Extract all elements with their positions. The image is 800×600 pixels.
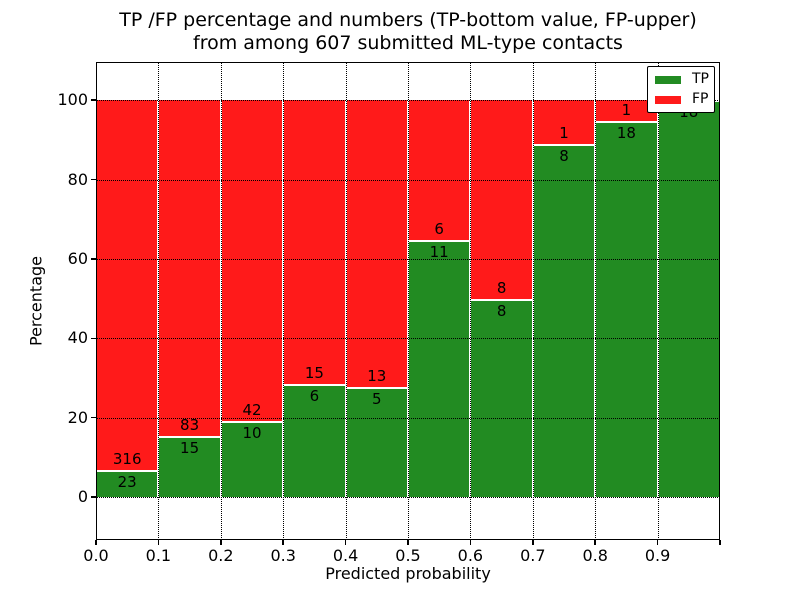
legend-entry-fp: FP xyxy=(648,92,714,107)
y-tick-label: 80 xyxy=(67,169,88,189)
legend-swatch-fp xyxy=(655,95,681,104)
fp-count-label: 1 xyxy=(559,124,569,143)
tp-count-label: 23 xyxy=(117,473,137,492)
x-axis-tick xyxy=(157,540,160,545)
fp-bar-segment xyxy=(408,100,471,241)
x-tick-label: 0.1 xyxy=(145,546,172,565)
x-tick-label: 0.8 xyxy=(582,546,608,565)
fp-count-label: 1 xyxy=(621,101,632,120)
tp-count-label: 8 xyxy=(496,301,507,320)
grid-line-vertical xyxy=(532,62,534,540)
chart-title: TP /FP percentage and numbers (TP-bottom… xyxy=(96,9,720,55)
x-axis-tick xyxy=(719,540,721,545)
fp-count-label: 83 xyxy=(180,416,200,435)
grid-line-vertical xyxy=(657,62,659,540)
tp-count-label: 6 xyxy=(309,386,320,405)
tp-bar-segment xyxy=(220,420,284,498)
x-axis-tick xyxy=(469,540,472,545)
y-tick-label: 20 xyxy=(67,407,88,427)
grid-line-vertical xyxy=(158,62,160,540)
fp-bar-segment xyxy=(96,100,159,471)
legend-label-fp: FP xyxy=(692,91,709,107)
fp-count-label: 6 xyxy=(434,220,444,239)
x-axis-tick xyxy=(594,540,596,545)
tp-count-label: 10 xyxy=(242,423,262,442)
tp-bar-segment xyxy=(595,121,658,498)
y-tick-label: 60 xyxy=(67,248,88,268)
tp-count-label: 15 xyxy=(180,439,200,458)
y-axis-tick xyxy=(91,99,96,101)
y-axis-tick xyxy=(91,496,96,498)
x-axis-tick xyxy=(95,540,97,545)
y-axis-tick xyxy=(91,258,96,260)
grid-line-vertical xyxy=(220,62,222,540)
x-tick-label: 0.2 xyxy=(208,546,234,565)
grid-line-vertical xyxy=(470,62,472,540)
x-tick-label: 0.9 xyxy=(644,546,671,565)
tp-bar-segment xyxy=(532,144,596,498)
grid-line-vertical xyxy=(283,62,285,540)
tp-bar-segment xyxy=(283,383,346,498)
legend-swatch-tp xyxy=(655,75,681,84)
tp-count-label: 18 xyxy=(616,124,636,142)
fp-bar-segment xyxy=(345,100,408,387)
x-axis-label: Predicted probability xyxy=(325,564,491,583)
y-tick-label: 0 xyxy=(77,487,88,507)
x-tick-label: 0.0 xyxy=(83,546,109,565)
tp-bar-segment xyxy=(408,240,471,498)
x-tick-label: 0.3 xyxy=(270,546,296,565)
x-tick-label: 0.6 xyxy=(457,546,484,565)
x-axis-tick xyxy=(344,540,347,545)
tp-bar-segment xyxy=(657,100,720,498)
grid-line-vertical xyxy=(595,62,597,540)
fp-count-label: 316 xyxy=(112,450,142,469)
y-axis-tick xyxy=(91,337,96,340)
tp-count-label: 11 xyxy=(429,243,449,262)
y-axis-tick xyxy=(91,178,96,181)
fp-count-label: 8 xyxy=(496,278,507,297)
y-tick-label: 100 xyxy=(57,90,88,110)
tp-count-label: 8 xyxy=(559,147,569,166)
y-axis-tick xyxy=(91,416,96,419)
fp-count-label: 15 xyxy=(304,363,324,382)
fp-bar-segment xyxy=(283,100,346,384)
x-tick-label: 0.5 xyxy=(395,546,421,565)
plot-area: 31623831542101561356118818118180.00.10.2… xyxy=(57,62,721,565)
grid-line-vertical xyxy=(345,62,347,540)
x-axis-tick xyxy=(282,540,284,545)
legend-label-tp: TP xyxy=(692,71,709,87)
x-axis-tick xyxy=(532,540,534,545)
x-axis-tick xyxy=(220,540,222,545)
x-tick-label: 0.4 xyxy=(332,546,359,565)
tp-count-label: 5 xyxy=(372,389,382,408)
fp-bar-segment xyxy=(470,100,533,299)
legend: TP FP xyxy=(647,66,715,113)
x-tick-label: 0.7 xyxy=(520,546,546,565)
fp-count-label: 13 xyxy=(367,366,387,385)
grid-line-vertical xyxy=(408,62,409,540)
x-axis-tick xyxy=(407,540,409,545)
fp-bar-segment xyxy=(158,100,221,437)
tp-bar-segment xyxy=(158,436,221,498)
x-axis-tick xyxy=(656,540,659,545)
chart-title-line1: TP /FP percentage and numbers (TP-bottom… xyxy=(119,9,697,31)
chart-title-line2: from among 607 submitted ML-type contact… xyxy=(193,32,623,54)
fp-count-label: 42 xyxy=(242,400,262,419)
tp-bar-segment xyxy=(470,298,533,498)
fp-bar-segment xyxy=(220,100,284,421)
legend-entry-tp: TP xyxy=(648,72,714,87)
y-tick-label: 40 xyxy=(67,328,88,348)
